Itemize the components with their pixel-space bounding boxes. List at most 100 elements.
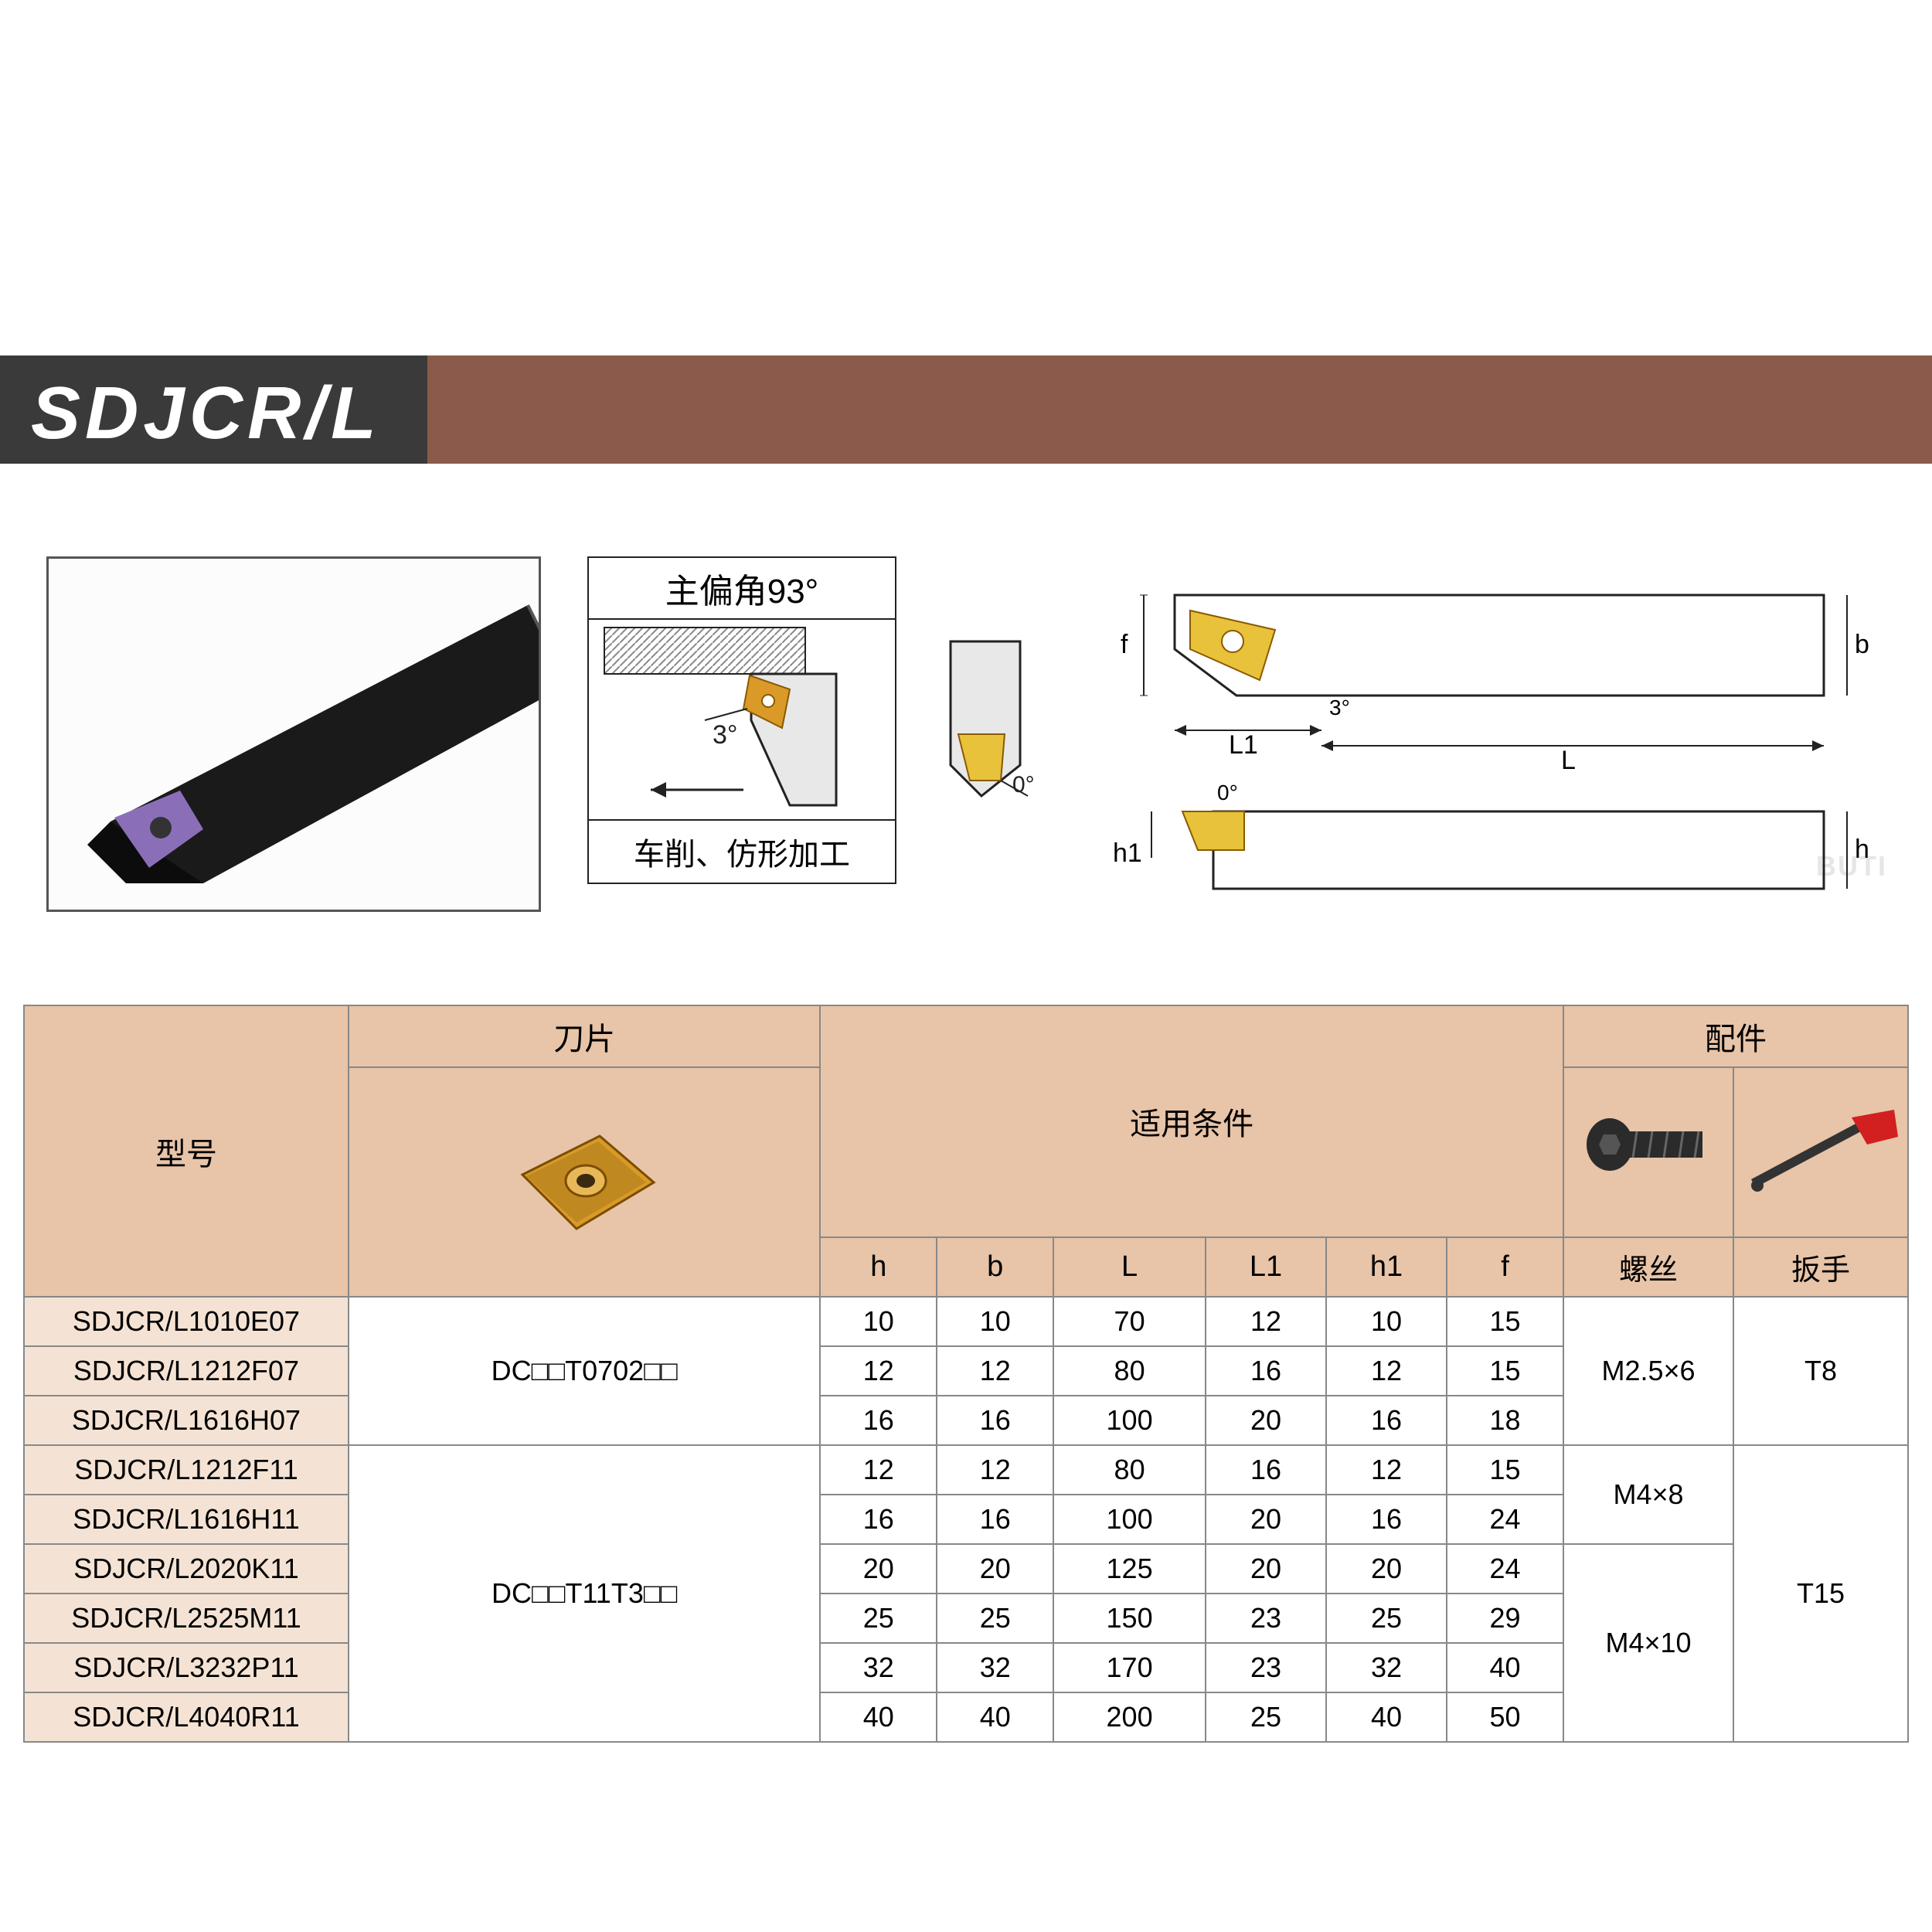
cell-model: SDJCR/L1212F11: [24, 1445, 349, 1495]
cell-f: 18: [1447, 1396, 1563, 1445]
cell-model: SDJCR/L4040R11: [24, 1692, 349, 1742]
cell-h: 32: [820, 1643, 937, 1692]
diagram-row: 主偏角93°: [0, 464, 1932, 974]
cell-L: 70: [1053, 1297, 1206, 1346]
cell-h1: 40: [1326, 1692, 1447, 1742]
col-model: 型号: [24, 1005, 349, 1297]
cell-L1: 20: [1206, 1544, 1326, 1594]
cell-model: SDJCR/L1212F07: [24, 1346, 349, 1396]
cell-h: 25: [820, 1594, 937, 1643]
table-row: SDJCR/L2020K112020125202024M4×10: [24, 1544, 1908, 1594]
cell-L: 170: [1053, 1643, 1206, 1692]
col-conditions: 适用条件: [820, 1005, 1563, 1237]
cell-h: 20: [820, 1544, 937, 1594]
cell-h1: 32: [1326, 1643, 1447, 1692]
cell-wrench: T15: [1733, 1445, 1908, 1742]
cell-L1: 20: [1206, 1396, 1326, 1445]
dim-h-label: h: [1855, 835, 1869, 864]
cell-f: 29: [1447, 1594, 1563, 1643]
angle-diagram: 主偏角93°: [587, 556, 896, 884]
col-screw: 螺丝: [1563, 1237, 1733, 1297]
cell-f: 15: [1447, 1445, 1563, 1495]
cell-L: 150: [1053, 1594, 1206, 1643]
cell-model: SDJCR/L1616H11: [24, 1495, 349, 1544]
table-row: SDJCR/L1212F11DC□□T11T3□□121280161215M4×…: [24, 1445, 1908, 1495]
cell-f: 15: [1447, 1346, 1563, 1396]
cell-model: SDJCR/L2020K11: [24, 1544, 349, 1594]
product-title: SDJCR/L: [0, 355, 427, 464]
cell-b: 12: [937, 1445, 1053, 1495]
cell-model: SDJCR/L1616H07: [24, 1396, 349, 1445]
angle-caption: 车削、仿形加工: [589, 821, 895, 883]
cell-L: 100: [1053, 1495, 1206, 1544]
cell-b: 25: [937, 1594, 1053, 1643]
cell-model: SDJCR/L2525M11: [24, 1594, 349, 1643]
cell-insert: DC□□T11T3□□: [349, 1445, 820, 1742]
dim-l1-label: L1: [1229, 730, 1258, 760]
cell-h1: 25: [1326, 1594, 1447, 1643]
col-h: h: [820, 1237, 937, 1297]
col-L1: L1: [1206, 1237, 1326, 1297]
cell-b: 10: [937, 1297, 1053, 1346]
col-insert: 刀片: [349, 1005, 820, 1067]
col-accessories: 配件: [1563, 1005, 1908, 1067]
col-L: L: [1053, 1237, 1206, 1297]
col-wrench: 扳手: [1733, 1237, 1908, 1297]
header-bar: SDJCR/L: [0, 355, 1932, 464]
cell-wrench: T8: [1733, 1297, 1908, 1445]
cell-h1: 12: [1326, 1346, 1447, 1396]
cell-f: 40: [1447, 1643, 1563, 1692]
cell-L1: 20: [1206, 1495, 1326, 1544]
cell-L1: 16: [1206, 1445, 1326, 1495]
cell-L: 125: [1053, 1544, 1206, 1594]
cell-L1: 23: [1206, 1594, 1326, 1643]
cell-f: 15: [1447, 1297, 1563, 1346]
page-root: BUTI BUTI BUTI BUTI BUTI SDJCR/L 主偏角93°: [0, 0, 1932, 1932]
cell-L1: 25: [1206, 1692, 1326, 1742]
cell-L1: 16: [1206, 1346, 1326, 1396]
cell-L: 80: [1053, 1346, 1206, 1396]
cell-h: 12: [820, 1346, 937, 1396]
cell-h: 16: [820, 1396, 937, 1445]
table-row: SDJCR/L1010E07DC□□T0702□□101070121015M2.…: [24, 1297, 1908, 1346]
cell-b: 32: [937, 1643, 1053, 1692]
dim-f-label: f: [1121, 630, 1128, 659]
cell-h1: 16: [1326, 1396, 1447, 1445]
dim-h1-label: h1: [1113, 838, 1142, 868]
relief-diagram: 0°: [927, 618, 1051, 819]
col-b: b: [937, 1237, 1053, 1297]
svg-text:3°: 3°: [1329, 696, 1350, 719]
cell-h1: 12: [1326, 1445, 1447, 1495]
cell-b: 20: [937, 1544, 1053, 1594]
cell-L1: 23: [1206, 1643, 1326, 1692]
cell-b: 40: [937, 1692, 1053, 1742]
cell-screw: M4×10: [1563, 1544, 1733, 1742]
product-photo: [46, 556, 541, 912]
insert-image-cell: [349, 1067, 820, 1297]
cell-h: 12: [820, 1445, 937, 1495]
cell-h: 40: [820, 1692, 937, 1742]
col-f: f: [1447, 1237, 1563, 1297]
cell-f: 24: [1447, 1495, 1563, 1544]
cell-h1: 10: [1326, 1297, 1447, 1346]
cell-insert: DC□□T0702□□: [349, 1297, 820, 1445]
cell-model: SDJCR/L1010E07: [24, 1297, 349, 1346]
cell-L: 200: [1053, 1692, 1206, 1742]
wrench-image-cell: [1733, 1067, 1908, 1237]
cell-model: SDJCR/L3232P11: [24, 1643, 349, 1692]
cell-screw: M4×8: [1563, 1445, 1733, 1544]
cell-screw: M2.5×6: [1563, 1297, 1733, 1445]
cell-h: 10: [820, 1297, 937, 1346]
cell-h: 16: [820, 1495, 937, 1544]
angle-title: 主偏角93°: [589, 558, 895, 620]
cell-L: 100: [1053, 1396, 1206, 1445]
cell-f: 50: [1447, 1692, 1563, 1742]
dim-b-label: b: [1855, 630, 1869, 659]
dimension-drawing: f b 3° L1 L 0°: [1097, 556, 1870, 912]
spec-table: 型号 刀片 适用条件 配件: [23, 1005, 1909, 1743]
col-h1: h1: [1326, 1237, 1447, 1297]
cell-b: 16: [937, 1495, 1053, 1544]
angle-diagram-group: 主偏角93°: [587, 556, 1051, 884]
dim-l-label: L: [1561, 746, 1576, 775]
cell-b: 16: [937, 1396, 1053, 1445]
